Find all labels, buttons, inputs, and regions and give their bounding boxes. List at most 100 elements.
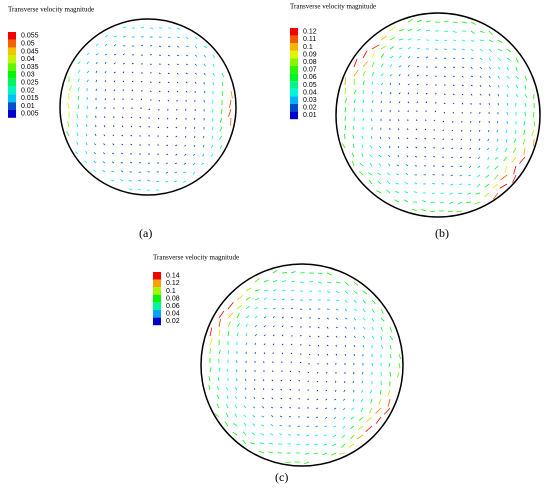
vector-arrow — [326, 272, 332, 276]
vector-arrow — [353, 353, 355, 357]
vector-arrow — [470, 30, 475, 34]
vector-arrow — [85, 124, 88, 128]
vector-arrow — [325, 380, 328, 383]
vector-arrow — [497, 57, 502, 61]
vector-arrow — [513, 165, 517, 175]
vector-arrow — [236, 313, 240, 319]
panel: Transverse velocity magnitude 0.120.110.1… — [290, 3, 541, 240]
legend-swatch — [153, 302, 161, 310]
vector-arrow — [232, 431, 238, 436]
vector-arrow — [176, 63, 179, 66]
vector-arrow — [281, 352, 284, 355]
vector-arrow — [226, 368, 229, 373]
vector-arrow — [201, 162, 205, 165]
vector-arrow — [236, 304, 243, 310]
legend-swatch — [290, 88, 298, 97]
vector-arrow — [352, 380, 355, 384]
vector-arrow — [335, 281, 341, 284]
vector-arrow — [185, 81, 188, 84]
vector-arrow — [245, 342, 248, 346]
vector-arrow — [216, 386, 220, 391]
vector-arrow — [369, 162, 373, 167]
vector-arrow — [395, 182, 400, 185]
vector-arrow — [443, 20, 449, 23]
legend-swatch — [8, 71, 16, 79]
vector-arrow — [251, 432, 256, 436]
vector-arrow — [121, 143, 124, 146]
vector-arrow — [405, 172, 409, 176]
vector-arrow — [469, 138, 472, 141]
vector-arrow — [308, 344, 311, 346]
vector-arrow — [497, 75, 500, 79]
vector-arrow — [235, 369, 238, 373]
vector-arrow — [167, 81, 170, 84]
vector-arrow — [407, 74, 410, 77]
vector-arrow — [479, 30, 485, 34]
vector-arrow — [68, 85, 73, 92]
vector-arrow — [140, 44, 144, 47]
vector-arrow — [456, 210, 463, 213]
vector-arrow — [361, 153, 364, 158]
vector-arrow — [202, 135, 205, 139]
vector-arrow — [86, 61, 89, 65]
vector-arrow — [485, 174, 490, 178]
vector-arrow — [175, 153, 178, 156]
vector-arrow — [211, 126, 214, 131]
vector-arrow — [358, 416, 364, 421]
vector-arrow — [439, 201, 445, 204]
vector-arrow — [244, 396, 247, 400]
vector-arrow — [389, 55, 394, 59]
vector-arrow — [398, 137, 400, 140]
vector-arrow — [103, 134, 106, 137]
vector-arrow — [234, 405, 238, 409]
legend-swatch — [153, 287, 161, 295]
vector-arrow — [406, 137, 409, 140]
vector-arrow — [157, 117, 160, 120]
vector-arrow — [184, 153, 187, 156]
vector-arrow — [344, 335, 347, 338]
vector-arrow — [353, 281, 359, 286]
vector-arrow — [335, 317, 338, 320]
vector-arrow — [272, 325, 275, 328]
legend-swatch — [8, 86, 16, 95]
vector-arrow — [194, 72, 197, 75]
vector-arrow — [122, 26, 127, 29]
vector-arrow — [297, 425, 301, 428]
vector-arrow — [378, 163, 382, 167]
vector-arrow — [432, 182, 436, 185]
vector-arrow — [432, 174, 436, 176]
vector-arrow — [326, 317, 329, 320]
vector-arrow — [242, 439, 247, 445]
vector-arrow — [486, 147, 490, 151]
vector-arrow — [361, 380, 364, 384]
vector-arrow — [245, 323, 248, 328]
vector-arrow — [185, 72, 188, 75]
vector-arrow — [86, 106, 89, 110]
vector-arrow — [173, 180, 178, 183]
vector-arrow — [120, 179, 124, 182]
vector-arrow — [77, 87, 80, 92]
legend-label: 0.07 — [303, 67, 317, 74]
vector-arrow — [533, 120, 536, 127]
vector-arrow — [212, 54, 216, 59]
legend-label: 0.04 — [303, 89, 317, 96]
vector-arrow — [102, 161, 106, 164]
vector-arrow — [496, 120, 499, 124]
vector-arrow — [368, 179, 373, 185]
vector-arrow — [497, 48, 503, 52]
vector-arrow — [515, 57, 519, 63]
vector-arrow — [524, 102, 527, 108]
vector-arrow — [236, 323, 240, 328]
vector-arrow — [459, 165, 463, 167]
vector-arrow — [331, 452, 337, 456]
vector-arrow — [184, 135, 187, 138]
vector-arrow — [458, 192, 463, 195]
vector-arrow — [416, 74, 419, 77]
vector-arrow — [414, 182, 418, 185]
vector-arrow — [263, 297, 267, 301]
vector-arrow — [389, 82, 392, 86]
vector-arrow — [148, 108, 151, 111]
vector-arrow — [289, 370, 292, 373]
vector-arrow — [371, 100, 374, 104]
vector-arrow — [387, 172, 391, 176]
